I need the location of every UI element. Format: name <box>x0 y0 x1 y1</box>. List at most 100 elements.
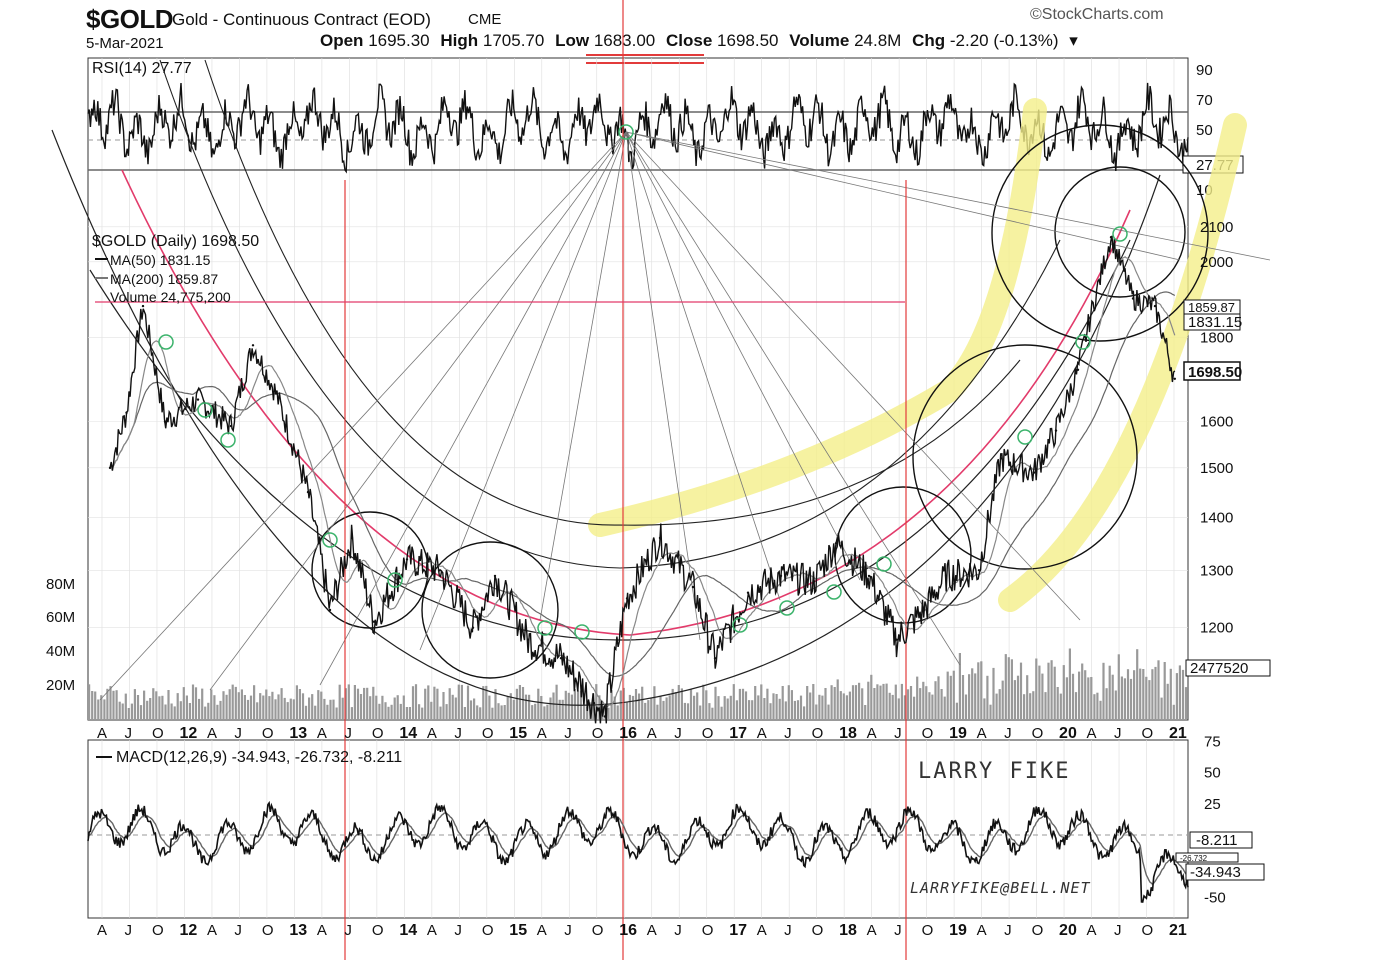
volume-bar <box>1099 700 1102 720</box>
macd-panel-frame <box>87 739 1189 919</box>
volume-bar <box>662 700 665 720</box>
volume-bar <box>696 692 699 720</box>
volume-bar <box>638 693 641 720</box>
x-tick-label: A <box>867 922 877 939</box>
volume-bar <box>891 694 894 720</box>
price-point <box>1173 377 1177 380</box>
volume-bar <box>424 688 427 720</box>
volume-bar <box>711 707 714 720</box>
volume-bar <box>1029 693 1032 720</box>
volume-bar <box>179 701 182 720</box>
volume-bar <box>876 684 879 720</box>
x-tick-label: 17 <box>729 922 747 939</box>
high-label: High <box>440 31 479 50</box>
volume-bar <box>686 703 690 720</box>
volume-bar <box>350 707 353 720</box>
volume-bar <box>968 674 971 720</box>
volume-bar <box>1062 665 1065 720</box>
price-point <box>944 574 948 578</box>
price-point <box>229 424 233 428</box>
volume-bar <box>867 681 870 720</box>
price-tick: 2000 <box>1200 254 1233 271</box>
x-tick-label: 20 <box>1059 725 1077 742</box>
volume-bar <box>121 703 124 720</box>
price-point <box>1153 304 1157 308</box>
chart-header: $GOLD Gold - Continuous Contract (EOD) C… <box>0 0 1374 64</box>
volume-bar <box>280 688 283 720</box>
volume-bar <box>161 695 164 720</box>
x-tick-label: 19 <box>949 922 967 939</box>
volume-bar <box>500 705 503 720</box>
x-tick-label: J <box>1114 922 1122 939</box>
volume-bar <box>1151 669 1154 720</box>
volume-bar <box>402 695 405 720</box>
fan-line <box>625 131 701 641</box>
volume-bar <box>152 688 155 720</box>
volume-bar <box>717 696 720 720</box>
volume-bar <box>146 700 149 720</box>
x-tick-label: O <box>702 725 714 742</box>
volume-bar <box>488 695 491 720</box>
volume-bar <box>656 704 659 720</box>
volume-bar <box>854 685 858 720</box>
volume-bar <box>1133 670 1136 720</box>
ma50-legend: MA(50) 1831.15 <box>110 252 211 268</box>
close-tag-box <box>1183 361 1241 381</box>
vol-tick-60m: 60M <box>46 609 75 626</box>
volume-bar <box>381 695 384 720</box>
volume-bar <box>225 694 228 720</box>
volume-bar <box>650 698 653 720</box>
volume-bar <box>454 697 457 720</box>
volume-bar <box>439 706 442 720</box>
price-point <box>306 490 310 494</box>
x-tick-label: J <box>784 725 792 742</box>
fan-line <box>419 131 627 651</box>
green-marker <box>574 624 590 640</box>
volume-bar <box>729 695 732 720</box>
price-point <box>196 398 200 401</box>
macd-tick: 50 <box>1204 765 1221 782</box>
green-marker <box>876 556 892 572</box>
price-point <box>1076 368 1080 371</box>
macd-mid-tag-box <box>1175 852 1239 863</box>
volume-bar <box>573 689 576 720</box>
price-point <box>779 574 783 578</box>
green-marker <box>779 600 795 616</box>
x-tick-label: O <box>1142 922 1154 939</box>
price-point <box>350 536 354 540</box>
ma200-legend: MA(200) 1859.87 <box>110 271 218 287</box>
price-tick: 1600 <box>1200 414 1233 431</box>
chg-dropdown-icon[interactable]: ▾ <box>1069 31 1078 50</box>
x-tick-label: 18 <box>839 922 857 939</box>
volume-bar <box>909 686 913 720</box>
low-label: Low <box>555 31 590 50</box>
volume-bar <box>494 689 497 720</box>
rsi-series <box>87 82 1189 174</box>
ma200-series <box>109 291 1176 678</box>
volume-bar <box>836 679 839 720</box>
volume-bar <box>1105 688 1108 720</box>
x-tick-label: A <box>977 725 987 742</box>
volume-bar <box>778 698 781 720</box>
ma50-series <box>109 256 1176 708</box>
chg-label: Chg <box>912 31 946 50</box>
x-tick-label: A <box>207 922 217 939</box>
volume-bar <box>127 708 130 720</box>
ohlc-stats: Open 1695.30 High 1705.70 Low 1683.00 Cl… <box>320 31 1084 51</box>
green-marker <box>1017 429 1033 445</box>
volume-bar <box>986 675 989 720</box>
volume-bar <box>234 686 237 720</box>
volume-bar <box>552 692 555 720</box>
volume-bar <box>271 691 274 720</box>
volume-bar <box>341 697 344 720</box>
close-tag: 1698.50 <box>1188 364 1242 381</box>
volume-bar <box>949 675 952 720</box>
volume-bar <box>546 704 549 720</box>
x-tick-label: A <box>317 922 327 939</box>
fan-line <box>625 131 1081 621</box>
volume-bar <box>958 653 961 720</box>
volume-bar <box>369 696 372 720</box>
volume-bar <box>1023 694 1026 720</box>
volume-bar <box>1096 692 1099 720</box>
